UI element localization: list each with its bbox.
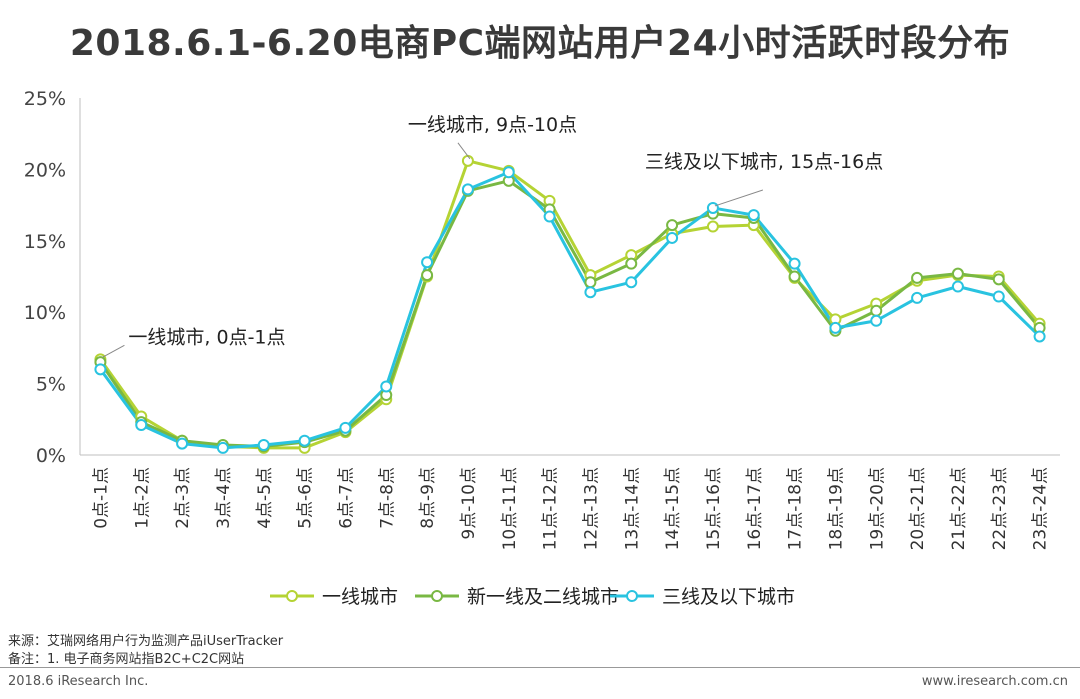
footer-divider xyxy=(0,667,1080,668)
data-point xyxy=(706,201,719,214)
y-tick-label: 25% xyxy=(24,88,66,110)
series-line-2 xyxy=(99,170,1041,450)
data-point xyxy=(870,314,883,327)
legend-swatch-marker xyxy=(286,590,298,602)
legend-swatch-marker xyxy=(431,590,443,602)
x-tick-label: 16点-17点 xyxy=(745,467,765,550)
x-tick-label: 3点-4点 xyxy=(214,467,234,529)
series-line-1 xyxy=(99,179,1041,448)
x-tick-label: 12点-13点 xyxy=(581,467,601,550)
annotation-label: 三线及以下城市, 15点-16点 xyxy=(645,151,883,173)
footer-copyright: 2018.6 iResearch Inc. xyxy=(8,674,149,689)
data-point xyxy=(461,183,474,196)
x-tick-label: 19点-20点 xyxy=(867,467,887,550)
data-point xyxy=(543,210,556,223)
data-point xyxy=(380,380,393,393)
series-line-0 xyxy=(99,159,1041,450)
data-point xyxy=(257,439,270,452)
data-point xyxy=(951,280,964,293)
data-point xyxy=(1033,330,1046,343)
x-tick-label: 23点-24点 xyxy=(1031,467,1051,550)
data-point xyxy=(461,154,474,167)
data-point xyxy=(421,256,434,269)
x-tick-label: 4点-5点 xyxy=(255,467,275,529)
data-point xyxy=(135,419,148,432)
data-point xyxy=(584,276,597,289)
data-point xyxy=(992,273,1005,286)
data-point xyxy=(829,321,842,334)
x-tick-label: 0点-1点 xyxy=(91,467,111,529)
legend-swatch-marker xyxy=(626,590,638,602)
data-point xyxy=(706,220,719,233)
footer-website: www.iresearch.com.cn xyxy=(921,674,1068,689)
data-point xyxy=(951,267,964,280)
data-point xyxy=(502,166,515,179)
y-tick-label: 15% xyxy=(24,231,66,253)
x-tick-label: 1点-2点 xyxy=(132,467,152,529)
x-tick-label: 5点-6点 xyxy=(296,467,316,529)
y-tick-label: 5% xyxy=(36,374,66,396)
data-point xyxy=(625,257,638,270)
data-point xyxy=(992,290,1005,303)
data-point xyxy=(176,437,189,450)
data-point xyxy=(339,421,352,434)
source-note: 来源：艾瑞网络用户行为监测产品iUserTracker xyxy=(8,634,284,649)
x-tick-label: 8点-9点 xyxy=(418,467,438,529)
data-point xyxy=(911,271,924,284)
line-chart: 0% 5% 10% 15% 20% 25% 0点-1点 1点-2点 2点-3点 3点-4点 4点-5… xyxy=(24,88,1060,608)
annotation-leader xyxy=(102,344,125,358)
x-tick-label: 14点-15点 xyxy=(663,467,683,550)
x-tick-label: 7点-8点 xyxy=(377,467,397,529)
legend-label: 新一线及二线城市 xyxy=(467,586,619,608)
x-tick-label: 17点-18点 xyxy=(786,467,806,550)
data-point xyxy=(870,304,883,317)
data-point xyxy=(584,286,597,299)
x-tick-label: 15点-16点 xyxy=(704,467,724,550)
x-tick-label: 21点-22点 xyxy=(949,467,969,550)
x-tick-label: 2点-3点 xyxy=(173,467,193,529)
chart-title: 2018.6.1-6.20电商PC端网站用户24小时活跃时段分布 xyxy=(69,23,1011,64)
legend-label: 三线及以下城市 xyxy=(662,586,795,608)
x-tick-label: 13点-14点 xyxy=(622,467,642,550)
annotation-leader xyxy=(457,142,471,160)
x-tick-label: 10点-11点 xyxy=(500,467,520,550)
data-point xyxy=(298,434,311,447)
data-point xyxy=(216,441,229,454)
x-tick-label: 6点-7点 xyxy=(336,467,356,529)
y-tick-label: 20% xyxy=(24,159,66,181)
x-tick-label: 11点-12点 xyxy=(541,467,561,550)
data-point xyxy=(421,269,434,282)
legend-label: 一线城市 xyxy=(322,586,398,608)
remark-note: 备注：1. 电子商务网站指B2C+C2C网站 xyxy=(8,652,245,667)
x-tick-label: 9点-10点 xyxy=(459,467,479,540)
annotation-label: 一线城市, 9点-10点 xyxy=(408,114,577,136)
y-tick-label: 10% xyxy=(24,302,66,324)
annotation-label: 一线城市, 0点-1点 xyxy=(128,326,285,348)
annotation-leader xyxy=(714,189,764,207)
x-tick-label: 22点-23点 xyxy=(990,467,1010,550)
data-point xyxy=(666,219,679,232)
data-point xyxy=(788,270,801,283)
y-tick-label: 0% xyxy=(36,445,66,467)
data-point xyxy=(788,257,801,270)
data-point xyxy=(94,363,107,376)
data-point xyxy=(666,231,679,244)
data-point xyxy=(625,276,638,289)
x-tick-label: 18点-19点 xyxy=(826,467,846,550)
data-point xyxy=(911,291,924,304)
data-point xyxy=(747,209,760,222)
x-tick-label: 20点-21点 xyxy=(908,467,928,550)
